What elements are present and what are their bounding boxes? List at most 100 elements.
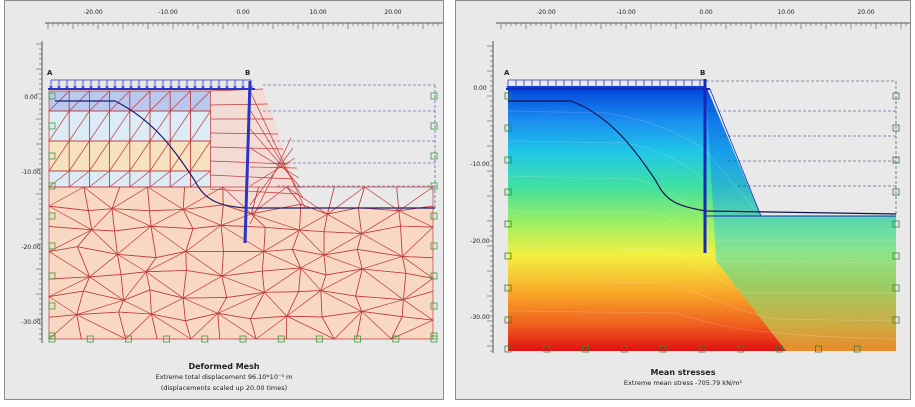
mean-stresses-panel: -20.00 -10.00 0.00 10.00 20.00 0.00 -10.… — [455, 0, 911, 400]
plot-title: Mean stresses — [650, 368, 716, 377]
mesh-edge — [117, 226, 152, 255]
mesh-edge — [129, 110, 151, 142]
boundary-node — [48, 212, 56, 220]
mesh-edge — [320, 268, 363, 291]
x-tick-label: -20.00 — [83, 9, 103, 16]
mesh-edge — [48, 251, 90, 278]
boundary-node — [430, 92, 438, 100]
mesh-edge — [209, 160, 289, 165]
mesh-edge — [220, 225, 265, 252]
mesh-edge — [190, 140, 211, 172]
y-tick-label: -20.00 — [470, 238, 490, 245]
mesh-edge — [48, 186, 84, 207]
mesh-edge — [249, 109, 304, 199]
mesh-edge — [89, 170, 110, 188]
x-tick-label: -10.00 — [158, 9, 178, 16]
boundary-node — [853, 345, 861, 353]
mesh-edge — [263, 229, 300, 252]
mesh-edge — [362, 256, 403, 270]
y-tick-label: -10.00 — [21, 169, 41, 176]
boundary-node — [430, 182, 438, 190]
mesh-edge — [150, 225, 187, 252]
boundary-node — [892, 220, 900, 228]
deformed-mesh-panel: -20.00 -10.00 0.00 10.00 20.00 0.00 -10.… — [4, 0, 444, 400]
boundary-node — [659, 345, 667, 353]
boundary-node — [504, 92, 512, 100]
boundary-node — [504, 156, 512, 164]
mesh-edge — [185, 225, 222, 252]
boundary-node — [430, 272, 438, 280]
mesh-edge — [109, 140, 131, 172]
boundary-node — [892, 284, 900, 292]
finite-element-mesh — [48, 88, 434, 340]
mesh-edge — [249, 166, 298, 169]
mesh-edge — [48, 314, 77, 340]
mesh-caption: Deformed Mesh Extreme total displacement… — [5, 361, 443, 394]
mesh-edge — [149, 140, 171, 172]
mesh-edge — [123, 300, 152, 315]
mesh-edge — [145, 251, 186, 273]
mesh-edge — [48, 276, 90, 297]
mesh-edge — [323, 254, 363, 270]
boundary-node — [430, 302, 438, 310]
mesh-element — [190, 170, 211, 188]
mesh-edge — [109, 110, 131, 142]
mesh-edge — [91, 229, 118, 255]
mesh-edge — [151, 297, 184, 315]
mesh-edge — [149, 170, 171, 188]
mesh-edge — [117, 254, 147, 273]
boundary-node — [48, 122, 56, 130]
x-tick-label: -20.00 — [536, 9, 556, 16]
mesh-edge — [89, 276, 124, 301]
left-ruler: 0.00 -10.00 -20.00 -30.00 — [470, 41, 494, 353]
mesh-edge — [249, 137, 292, 225]
boundary-node — [543, 345, 551, 353]
mesh-edge — [251, 213, 300, 231]
mesh-edge — [190, 170, 211, 188]
mesh-edge — [217, 312, 257, 340]
x-tick-label: 0.00 — [236, 9, 250, 16]
mesh-edge — [221, 251, 265, 277]
boundary-node — [48, 182, 56, 190]
mesh-edge — [402, 256, 434, 279]
top-ruler: -20.00 -10.00 0.00 10.00 20.00 — [496, 9, 910, 29]
mesh-edge — [76, 314, 126, 340]
mesh-edge — [327, 186, 365, 215]
boundary-node — [776, 345, 784, 353]
mesh-edge — [362, 268, 404, 300]
mesh-edge — [125, 313, 152, 340]
boundary-node — [48, 272, 56, 280]
mesh-edge — [264, 292, 288, 317]
mesh-edge — [48, 140, 70, 172]
mesh-edge — [209, 174, 294, 180]
mesh-edge — [361, 210, 400, 234]
mesh-edge — [169, 90, 191, 112]
mesh-edge — [398, 210, 434, 228]
mean-stress-plot: -20.00 -10.00 0.00 10.00 20.00 0.00 -10.… — [470, 9, 910, 353]
x-tick-label: -10.00 — [616, 9, 636, 16]
boundary-node — [892, 188, 900, 196]
mesh-edge — [209, 132, 279, 135]
mesh-edge — [300, 254, 325, 269]
excavation-slope — [709, 88, 762, 217]
mesh-edge — [68, 140, 90, 172]
boundary-node — [737, 345, 745, 353]
phreatic-line — [508, 100, 897, 215]
boundary-node — [277, 335, 285, 343]
x-tick-label: 0.00 — [699, 9, 713, 16]
stress-field-excavation — [706, 86, 896, 351]
boundary-node — [504, 124, 512, 132]
boundary-node — [504, 284, 512, 292]
boundary-node — [354, 335, 362, 343]
mesh-edge — [68, 110, 90, 142]
boundary-node — [892, 92, 900, 100]
mesh-edge — [129, 90, 151, 112]
mesh-edge — [255, 315, 287, 340]
boundary-node — [620, 345, 628, 353]
mesh-edge — [182, 297, 218, 314]
mesh-edge — [89, 110, 110, 142]
mesh-edge — [182, 186, 223, 210]
mesh-edge — [286, 315, 335, 340]
y-tick-label: -30.00 — [470, 314, 490, 321]
mesh-edge — [299, 213, 328, 231]
